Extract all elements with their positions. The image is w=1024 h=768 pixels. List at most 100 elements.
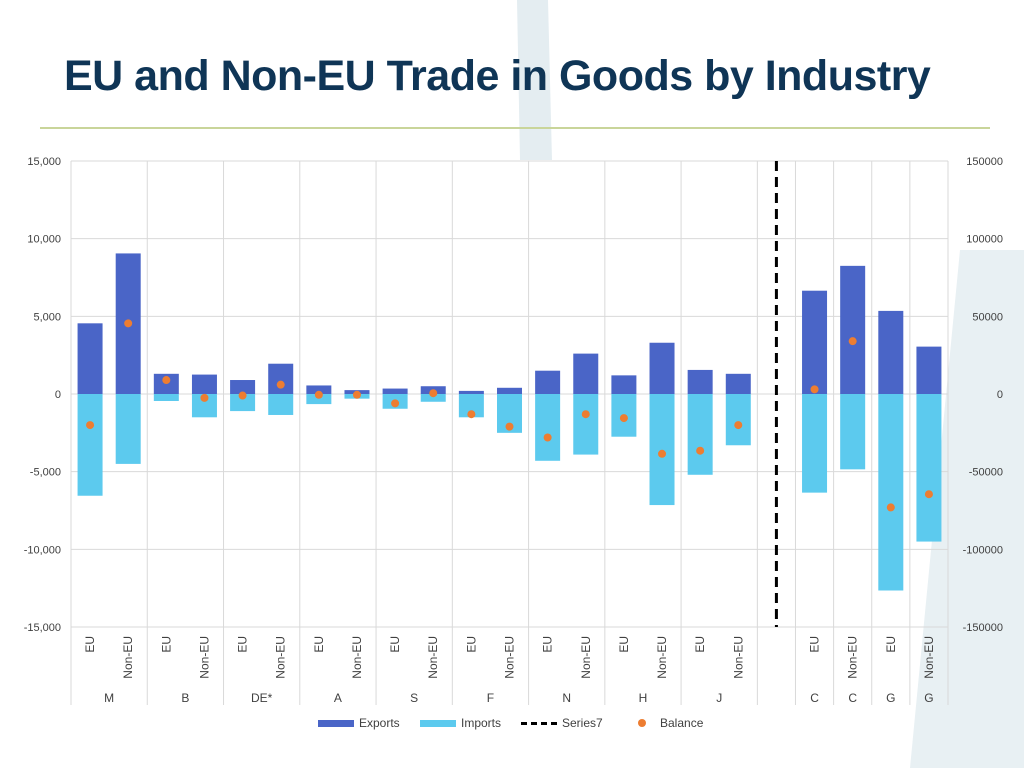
balance-point xyxy=(276,380,285,389)
import-bar xyxy=(458,394,484,418)
chart-legend: Exports Imports Series7 Balance xyxy=(0,716,1024,732)
export-bar xyxy=(268,363,294,394)
export-bar xyxy=(840,265,866,394)
balance-point xyxy=(696,446,705,455)
import-bar xyxy=(153,394,179,401)
category-label: EU xyxy=(617,636,631,653)
export-bar xyxy=(687,369,713,394)
import-bar xyxy=(306,394,332,405)
category-label: EU xyxy=(159,636,173,653)
category-label: Non-EU xyxy=(274,636,288,679)
group-label: C xyxy=(810,691,819,705)
export-bar xyxy=(878,310,904,394)
right-axis-tick-label: 0 xyxy=(997,389,1003,401)
group-label: B xyxy=(181,691,189,705)
trade-chart: 15,000 150000 10,000 100000 5,000 50000 0 0 -5,0… xyxy=(24,156,1003,705)
group-label: G xyxy=(886,691,895,705)
legend-exports-swatch xyxy=(318,719,354,727)
balance-point xyxy=(86,421,95,430)
legend-balance: Balance xyxy=(624,716,703,730)
export-bar xyxy=(916,346,942,394)
balance-point xyxy=(467,410,476,419)
import-bar xyxy=(77,394,103,496)
import-bar xyxy=(230,394,256,412)
group-label: F xyxy=(487,691,494,705)
category-label: Non-EU xyxy=(121,636,135,679)
group-label: N xyxy=(562,691,571,705)
category-label: EU xyxy=(236,636,250,653)
legend-imports-swatch xyxy=(420,719,456,727)
export-bar xyxy=(306,385,332,394)
category-label: Non-EU xyxy=(846,636,860,679)
left-axis-tick-label: -5,000 xyxy=(30,467,61,479)
import-bar xyxy=(840,394,866,470)
right-axis-tick-label: -50000 xyxy=(969,467,1003,479)
balance-point xyxy=(543,433,552,442)
balance-point xyxy=(810,385,819,394)
import-bar xyxy=(420,394,446,402)
category-label: Non-EU xyxy=(579,636,593,679)
group-label: H xyxy=(639,691,648,705)
export-bar xyxy=(382,388,408,394)
export-bar xyxy=(77,323,103,394)
legend-exports: Exports xyxy=(318,716,400,730)
category-label: EU xyxy=(83,636,97,653)
import-bar xyxy=(687,394,713,475)
deco-shape-top xyxy=(517,0,552,160)
balance-point xyxy=(924,490,933,499)
left-axis-tick-label: 10,000 xyxy=(27,234,61,246)
category-label: EU xyxy=(388,636,402,653)
group-label: S xyxy=(410,691,418,705)
import-bar xyxy=(191,394,217,418)
balance-point xyxy=(200,393,209,402)
balance-point xyxy=(162,376,171,385)
left-axis-tick-label: 0 xyxy=(55,389,61,401)
export-bar xyxy=(573,353,599,394)
category-label: EU xyxy=(884,636,898,653)
balance-point xyxy=(352,390,361,399)
category-label: Non-EU xyxy=(426,636,440,679)
legend-series7-swatch xyxy=(521,721,557,725)
legend-balance-swatch xyxy=(638,719,646,727)
category-label: Non-EU xyxy=(655,636,669,679)
import-bar xyxy=(802,394,828,493)
export-bar xyxy=(802,290,828,394)
import-bar xyxy=(573,394,599,455)
category-label: EU xyxy=(541,636,555,653)
import-bar xyxy=(916,394,942,542)
title-underline xyxy=(40,127,990,129)
import-bar xyxy=(878,394,904,591)
category-label: EU xyxy=(312,636,326,653)
legend-imports: Imports xyxy=(420,716,501,730)
group-label: J xyxy=(716,691,722,705)
legend-exports-label: Exports xyxy=(359,716,400,730)
export-bar xyxy=(725,373,751,394)
balance-point xyxy=(658,449,667,458)
export-bar xyxy=(535,370,561,394)
balance-point xyxy=(581,410,590,419)
balance-point xyxy=(619,414,628,423)
balance-point xyxy=(391,399,400,408)
legend-series7: Series7 xyxy=(521,716,603,730)
left-axis-tick-label: -10,000 xyxy=(24,544,61,556)
category-label: EU xyxy=(693,636,707,653)
group-label: G xyxy=(924,691,933,705)
category-label: EU xyxy=(464,636,478,653)
group-label: DE* xyxy=(251,691,273,705)
import-bar xyxy=(725,394,751,446)
import-bar xyxy=(535,394,561,461)
export-bar xyxy=(497,387,522,394)
legend-balance-label: Balance xyxy=(660,716,704,730)
balance-point xyxy=(314,390,323,399)
legend-series7-label: Series7 xyxy=(562,716,603,730)
group-label: C xyxy=(848,691,857,705)
right-axis-tick-label: 50000 xyxy=(972,311,1003,323)
import-bar xyxy=(268,394,294,415)
balance-point xyxy=(429,389,438,398)
category-label: Non-EU xyxy=(350,636,364,679)
left-axis-tick-label: 5,000 xyxy=(33,311,61,323)
category-label: Non-EU xyxy=(503,636,517,679)
category-label: EU xyxy=(808,636,822,653)
category-label: Non-EU xyxy=(197,636,211,679)
